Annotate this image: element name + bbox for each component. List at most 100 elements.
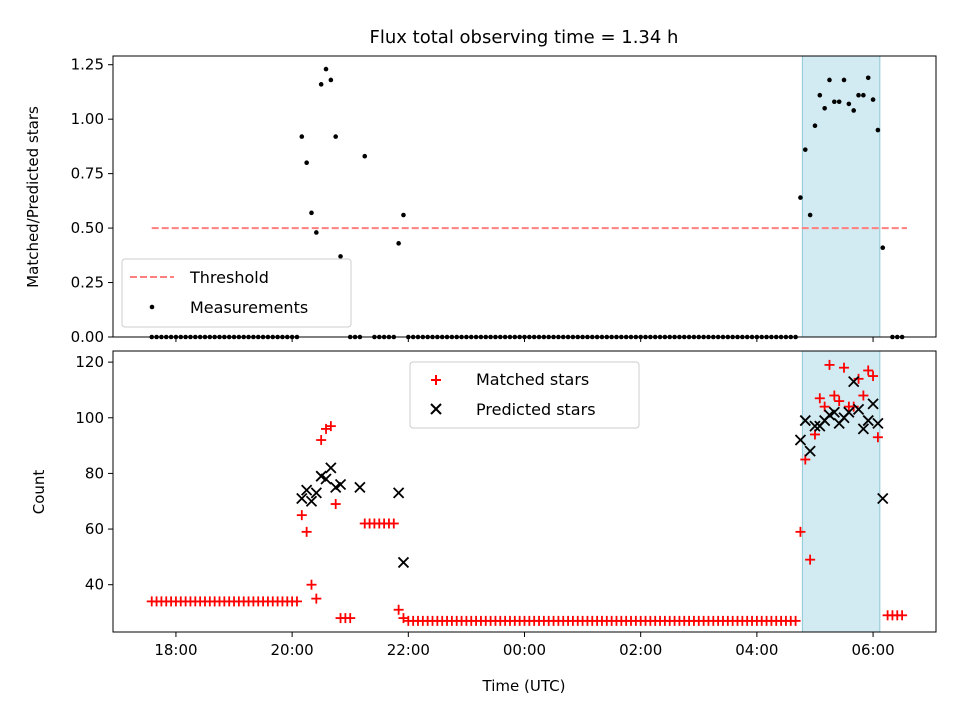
legend-threshold-label: Threshold bbox=[189, 268, 269, 287]
measurement-point bbox=[846, 101, 852, 107]
measurement-point bbox=[861, 92, 866, 98]
measurement-point bbox=[865, 75, 871, 81]
xtick-label: 18:00 bbox=[154, 641, 197, 659]
top-ytick-label: 0.50 bbox=[71, 219, 104, 237]
measurement-point bbox=[841, 77, 847, 83]
measurement-point bbox=[798, 195, 803, 200]
measurement-point bbox=[807, 212, 813, 218]
matched-star-marker bbox=[814, 393, 825, 404]
predicted-star-marker bbox=[392, 487, 405, 499]
matched-star-marker bbox=[790, 615, 801, 626]
predicted-star-marker bbox=[301, 484, 313, 496]
matched-star-marker bbox=[345, 613, 356, 624]
measurement-point bbox=[309, 210, 314, 216]
top-highlight-band bbox=[801, 55, 881, 338]
xtick-label: 02:00 bbox=[619, 641, 662, 659]
matched-star-marker bbox=[325, 421, 336, 432]
legend-measurements-label: Measurements bbox=[190, 298, 308, 317]
measurement-point bbox=[401, 212, 406, 218]
matched-star-marker bbox=[330, 499, 341, 510]
bottom-ytick-label: 100 bbox=[75, 409, 104, 427]
predicted-star-marker bbox=[809, 420, 821, 432]
top-panel: 0.00 0.25 0.50 0.75 1.00 1.25 Matched/Predict… bbox=[24, 55, 937, 346]
matched-star-marker bbox=[388, 518, 399, 529]
legend-predicted-label: Predicted stars bbox=[476, 400, 596, 419]
predicted-star-marker bbox=[799, 414, 811, 427]
measurement-point bbox=[362, 153, 368, 159]
predicted-star-marker bbox=[852, 403, 865, 416]
top-ytick-label: 1.25 bbox=[71, 56, 104, 74]
measurement-point bbox=[870, 97, 876, 102]
xtick-label: 06:00 bbox=[851, 641, 894, 659]
bottom-ytick-label: 60 bbox=[85, 520, 104, 538]
legend-matched-label: Matched stars bbox=[476, 370, 589, 389]
bottom-y-axis-label: Count bbox=[30, 470, 48, 515]
matched-star-marker bbox=[897, 610, 908, 621]
measurement-point bbox=[851, 108, 856, 113]
matched-star-marker bbox=[853, 373, 864, 384]
top-ytick-label: 0.00 bbox=[71, 328, 104, 346]
bottom-legend: Matched stars Predicted stars bbox=[409, 361, 640, 429]
predicted-star-marker bbox=[354, 481, 366, 493]
matched-star-marker bbox=[311, 593, 322, 604]
legend-predicted-swatch bbox=[430, 403, 442, 415]
predicted-star-marker bbox=[857, 423, 870, 435]
measurement-point bbox=[822, 105, 827, 111]
measurement-point bbox=[323, 66, 329, 72]
matched-star-marker bbox=[872, 432, 883, 443]
measurement-point bbox=[812, 123, 818, 129]
measurement-point bbox=[304, 160, 309, 166]
predicted-star-marker bbox=[305, 495, 318, 507]
legend-measurements-swatch bbox=[149, 304, 155, 310]
measurement-point bbox=[314, 230, 319, 235]
top-legend: Threshold Measurements bbox=[121, 258, 352, 328]
xtick-label: 22:00 bbox=[387, 641, 430, 659]
xtick-label: 20:00 bbox=[271, 641, 314, 659]
bottom-ytick-label: 40 bbox=[85, 576, 104, 594]
measurement-point bbox=[827, 77, 832, 83]
predicted-star-marker bbox=[872, 417, 884, 429]
matched-star-marker bbox=[306, 579, 317, 590]
measurement-point bbox=[802, 147, 808, 152]
predicted-star-marker bbox=[862, 414, 874, 427]
bottom-panel: 40 60 80 100 120 18:00 20:00 22:00 00:00 02:00 04… bbox=[30, 350, 937, 695]
matched-star-marker bbox=[848, 401, 859, 412]
matched-star-marker bbox=[393, 604, 404, 615]
matched-star-marker bbox=[868, 371, 879, 382]
measurement-point bbox=[318, 82, 324, 87]
matched-star-marker bbox=[398, 613, 409, 624]
predicted-star-marker bbox=[794, 434, 807, 446]
matched-star-marker bbox=[829, 390, 840, 401]
predicted-star-marker bbox=[867, 398, 879, 410]
bottom-highlight-band bbox=[801, 350, 881, 633]
matched-star-marker bbox=[795, 526, 806, 537]
measurement-point bbox=[817, 92, 823, 98]
predicted-star-marker bbox=[877, 492, 889, 505]
matched-star-marker bbox=[858, 390, 869, 401]
measurement-point bbox=[875, 127, 881, 133]
measurement-point bbox=[396, 241, 401, 246]
xtick-label: 00:00 bbox=[503, 641, 546, 659]
measurement-point bbox=[832, 99, 837, 105]
bottom-ytick-label: 120 bbox=[75, 353, 104, 371]
predicted-star-marker bbox=[334, 478, 347, 491]
measurement-point bbox=[333, 134, 338, 139]
matched-star-marker bbox=[824, 359, 835, 370]
predicted-star-marker bbox=[828, 406, 840, 418]
x-axis-label: Time (UTC) bbox=[482, 677, 566, 695]
predicted-star-marker bbox=[310, 487, 322, 499]
measurement-point bbox=[856, 92, 861, 98]
top-ytick-label: 0.75 bbox=[71, 165, 104, 183]
matched-star-marker bbox=[291, 596, 302, 607]
predicted-star-marker bbox=[843, 406, 855, 418]
predicted-star-marker bbox=[804, 445, 816, 457]
top-legend-box bbox=[121, 258, 352, 328]
matched-star-marker bbox=[301, 526, 312, 537]
figure-title: Flux total observing time = 1.34 h bbox=[370, 27, 679, 48]
measurement-point bbox=[299, 134, 305, 139]
measurement-point bbox=[880, 245, 886, 250]
predicted-star-marker bbox=[397, 556, 410, 569]
matched-star-marker bbox=[863, 365, 874, 376]
measurement-point bbox=[328, 77, 334, 83]
